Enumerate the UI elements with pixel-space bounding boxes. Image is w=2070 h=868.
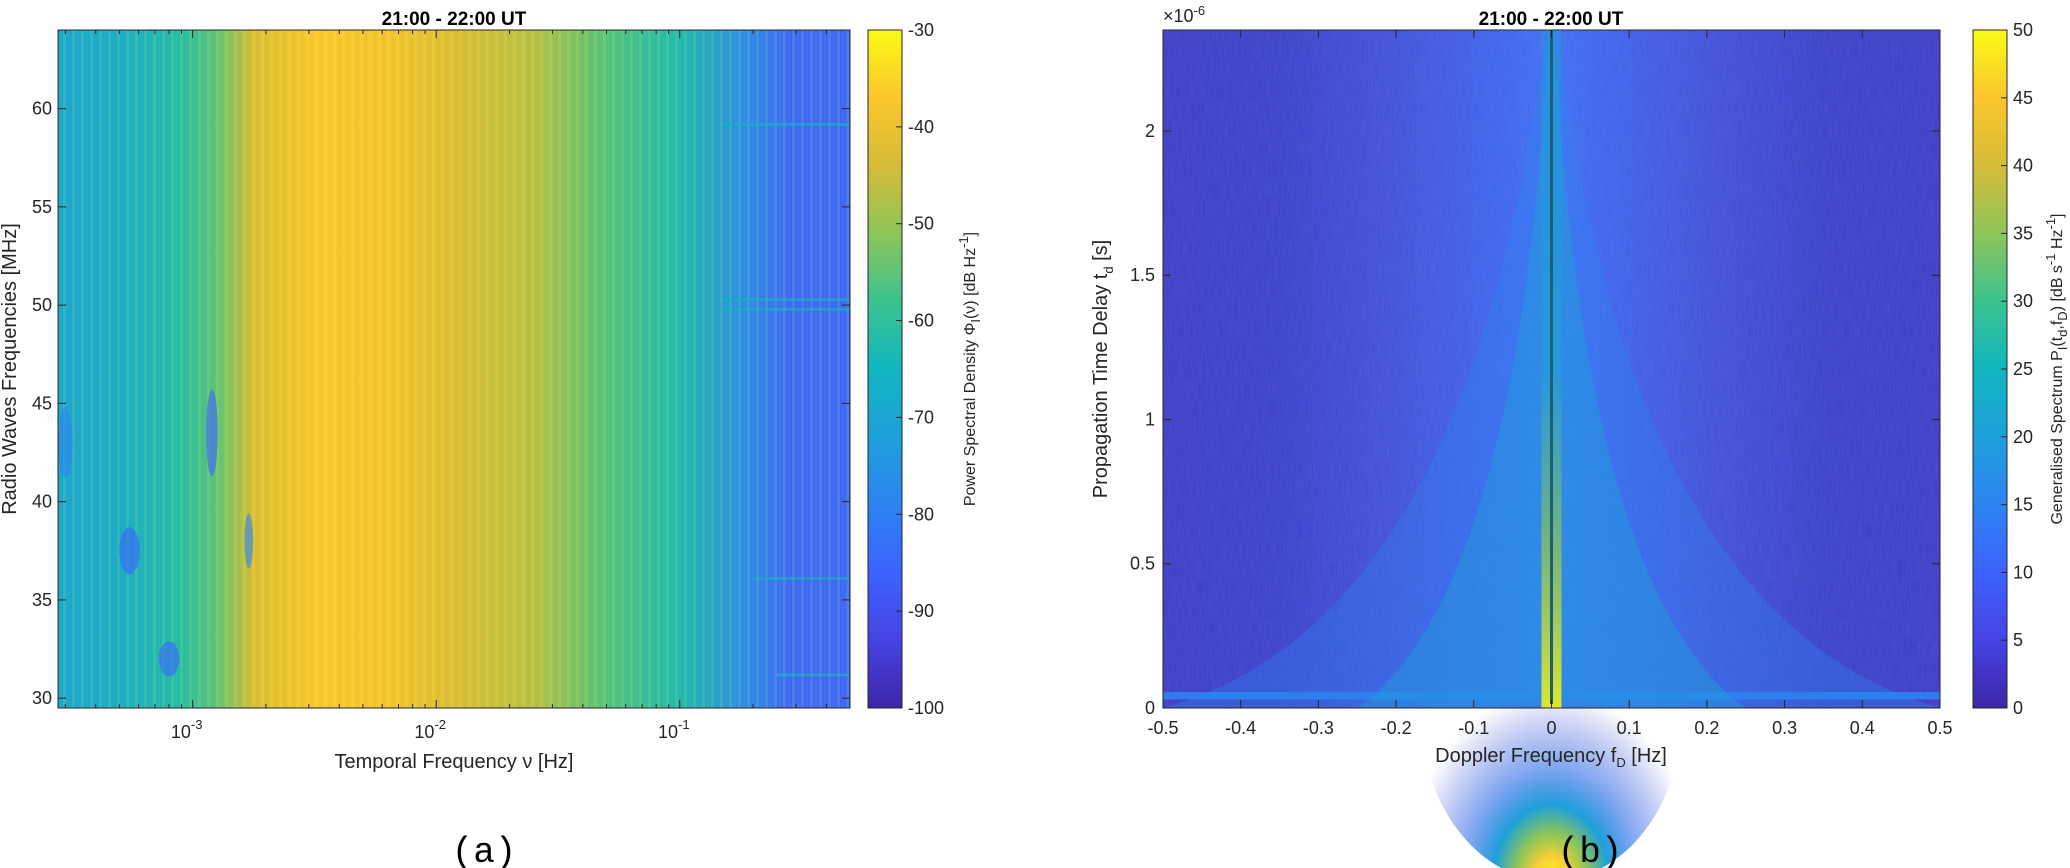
colorbar-b-ticks: 0 5 10 15 20 25 30 35 40 45 50 [2001,20,2033,718]
cb-b-tick-label-3: 15 [2013,495,2033,515]
cb-a-tick-label-0: -100 [908,698,944,718]
feature-line-1 [722,298,850,301]
feature-blob-4 [57,407,73,479]
ytick-b-label-4: 2 [1145,121,1155,141]
ytick-a-label-4: 50 [32,295,52,315]
cb-b-tick-label-2: 10 [2013,562,2033,582]
cb-b-tick-label-6: 30 [2013,291,2033,311]
plot-b-y-multiplier: ×10-6 [1163,3,1205,26]
cb-a-tick-label-5: -50 [908,214,934,234]
cb-a-tick-label-2: -80 [908,504,934,524]
xtick-b-label-0: -0.5 [1147,718,1178,738]
feature-blob-3 [244,513,254,569]
xtick-b-label-9: 0.4 [1850,718,1875,738]
colorbar-a-ticks: -100 -90 -80 -70 -60 -50 -40 -30 [896,20,944,718]
feature-line-0 [722,123,850,126]
ytick-a-label-6: 60 [32,99,52,119]
plot-b-title: 21:00 - 22:00 UT [1479,9,1624,30]
xtick-b-label-8: 0.3 [1772,718,1797,738]
heatmap-a-texture [58,30,850,708]
cb-b-tick-label-9: 45 [2013,88,2033,108]
cb-a-tick-label-6: -40 [908,117,934,137]
cb-b-tick-label-10: 50 [2013,20,2033,40]
cb-b-tick-label-4: 20 [2013,427,2033,447]
plot-a-ylabel: Radio Waves Frequencies [MHz] [0,223,21,515]
ytick-b-label-1: 0.5 [1130,554,1155,574]
ytick-b-label-3: 1.5 [1130,265,1155,285]
panel-a: 10-3 10-2 10-1 30 35 40 45 50 55 60 21:00 - 22:00… [0,9,983,773]
plot-a-xlabel: Temporal Frequency ν [Hz] [335,751,574,773]
ytick-b-label-2: 1 [1145,409,1155,429]
xtick-b-label-4: -0.1 [1458,718,1489,738]
feature-line-3 [753,577,850,580]
colorbar-a-label: Power Spectral Density ΦI(ν) [dB Hz-1] [956,232,983,506]
plot-a-title: 21:00 - 22:00 UT [382,9,527,30]
caption-a: (a) [452,832,517,868]
xtick-b-label-6: 0.1 [1617,718,1642,738]
ytick-a-label-0: 30 [32,688,52,708]
ytick-a-label-3: 45 [32,393,52,413]
ytick-a-label-5: 55 [32,197,52,217]
ytick-b-label-0: 0 [1145,698,1155,718]
ytick-a-label-1: 35 [32,590,52,610]
ytick-a-label-2: 40 [32,492,52,512]
feature-blob-1 [158,641,180,677]
xtick-a-label-0: 10-3 [171,717,203,742]
cb-b-tick-label-8: 40 [2013,156,2033,176]
colorbar-b-label: Generalised Spectrum PI(td,fD) [dB s-1 H… [2043,213,2070,524]
panel-b: -0.5 -0.4 -0.3 -0.2 -0.1 0 0.1 0.2 0.3 0.4 0.5 0 0.5… [1090,3,2070,868]
cb-a-tick-label-4: -60 [908,311,934,331]
plot-a-frame [57,29,851,709]
xtick-a-label-2: 10-1 [658,717,690,742]
xtick-b-label-1: -0.4 [1225,718,1256,738]
xtick-b-label-3: -0.2 [1381,718,1412,738]
cb-a-tick-label-1: -90 [908,601,934,621]
cb-a-tick-label-7: -30 [908,20,934,40]
heatmap-a-features [57,123,850,677]
feature-blob-2 [206,389,218,477]
cb-b-tick-label-7: 35 [2013,223,2033,243]
cb-b-tick-label-5: 25 [2013,359,2033,379]
cb-b-tick-label-1: 5 [2013,630,2023,650]
xtick-b-label-5: 0 [1546,718,1556,738]
colorbar-a [867,29,903,709]
cb-a-tick-label-3: -70 [908,407,934,427]
feature-line-4 [776,673,850,677]
caption-b: (b) [1558,832,1623,868]
feature-line-2 [722,308,850,311]
feature-blob-0 [119,527,140,575]
plot-b-xlabel: Doppler Frequency fD [Hz] [1435,745,1667,770]
xtick-a-label-1: 10-2 [414,717,446,742]
axes-b-ticks: -0.5 -0.4 -0.3 -0.2 -0.1 0 0.1 0.2 0.3 0.4 0.5 0 0.5… [1130,30,1953,738]
xtick-b-label-7: 0.2 [1694,718,1719,738]
cb-b-tick-label-0: 0 [2013,698,2023,718]
plot-b-ylabel: Propagation Time Delay td [s] [1090,240,1116,498]
xtick-b-label-10: 0.5 [1927,718,1952,738]
xtick-b-label-2: -0.3 [1303,718,1334,738]
